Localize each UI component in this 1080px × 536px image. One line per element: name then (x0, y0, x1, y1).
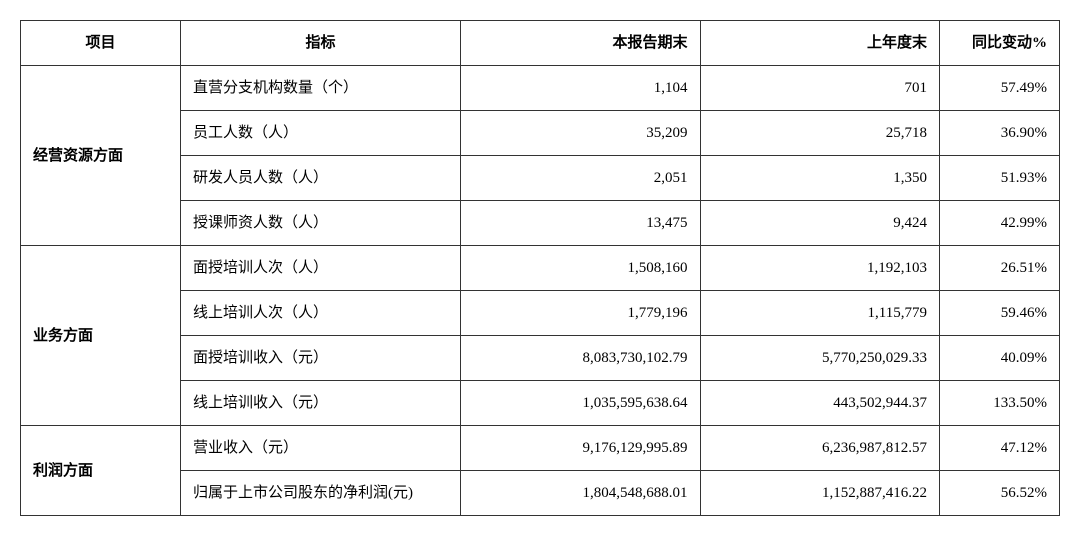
cell-indicator: 授课师资人数（人） (181, 201, 461, 246)
cell-previous: 443,502,944.37 (700, 381, 940, 426)
cell-previous: 25,718 (700, 111, 940, 156)
header-indicator: 指标 (181, 21, 461, 66)
cell-current: 35,209 (461, 111, 701, 156)
cell-current: 1,804,548,688.01 (461, 471, 701, 516)
group-label: 经营资源方面 (21, 66, 181, 246)
cell-change: 47.12% (940, 426, 1060, 471)
header-current: 本报告期末 (461, 21, 701, 66)
cell-current: 8,083,730,102.79 (461, 336, 701, 381)
cell-change: 36.90% (940, 111, 1060, 156)
cell-previous: 1,192,103 (700, 246, 940, 291)
cell-current: 1,035,595,638.64 (461, 381, 701, 426)
cell-indicator: 员工人数（人） (181, 111, 461, 156)
table-row: 经营资源方面 直营分支机构数量（个） 1,104 701 57.49% (21, 66, 1060, 111)
cell-change: 56.52% (940, 471, 1060, 516)
cell-change: 57.49% (940, 66, 1060, 111)
cell-current: 1,508,160 (461, 246, 701, 291)
cell-change: 59.46% (940, 291, 1060, 336)
cell-previous: 9,424 (700, 201, 940, 246)
cell-current: 13,475 (461, 201, 701, 246)
header-previous: 上年度末 (700, 21, 940, 66)
cell-indicator: 直营分支机构数量（个） (181, 66, 461, 111)
cell-indicator: 研发人员人数（人） (181, 156, 461, 201)
header-project: 项目 (21, 21, 181, 66)
cell-previous: 6,236,987,812.57 (700, 426, 940, 471)
cell-indicator: 面授培训人次（人） (181, 246, 461, 291)
cell-change: 42.99% (940, 201, 1060, 246)
table-row: 利润方面 营业收入（元） 9,176,129,995.89 6,236,987,… (21, 426, 1060, 471)
table-header-row: 项目 指标 本报告期末 上年度末 同比变动% (21, 21, 1060, 66)
cell-current: 9,176,129,995.89 (461, 426, 701, 471)
cell-current: 1,779,196 (461, 291, 701, 336)
cell-previous: 1,350 (700, 156, 940, 201)
cell-indicator: 线上培训收入（元） (181, 381, 461, 426)
cell-previous: 701 (700, 66, 940, 111)
cell-previous: 1,115,779 (700, 291, 940, 336)
cell-current: 2,051 (461, 156, 701, 201)
table-row: 业务方面 面授培训人次（人） 1,508,160 1,192,103 26.51… (21, 246, 1060, 291)
cell-previous: 1,152,887,416.22 (700, 471, 940, 516)
cell-indicator: 营业收入（元） (181, 426, 461, 471)
cell-change: 133.50% (940, 381, 1060, 426)
cell-previous: 5,770,250,029.33 (700, 336, 940, 381)
data-table: 项目 指标 本报告期末 上年度末 同比变动% 经营资源方面 直营分支机构数量（个… (20, 20, 1060, 516)
cell-change: 26.51% (940, 246, 1060, 291)
cell-change: 51.93% (940, 156, 1060, 201)
group-label: 利润方面 (21, 426, 181, 516)
cell-change: 40.09% (940, 336, 1060, 381)
cell-indicator: 归属于上市公司股东的净利润(元) (181, 471, 461, 516)
group-label: 业务方面 (21, 246, 181, 426)
cell-indicator: 面授培训收入（元） (181, 336, 461, 381)
cell-indicator: 线上培训人次（人） (181, 291, 461, 336)
header-change: 同比变动% (940, 21, 1060, 66)
cell-current: 1,104 (461, 66, 701, 111)
